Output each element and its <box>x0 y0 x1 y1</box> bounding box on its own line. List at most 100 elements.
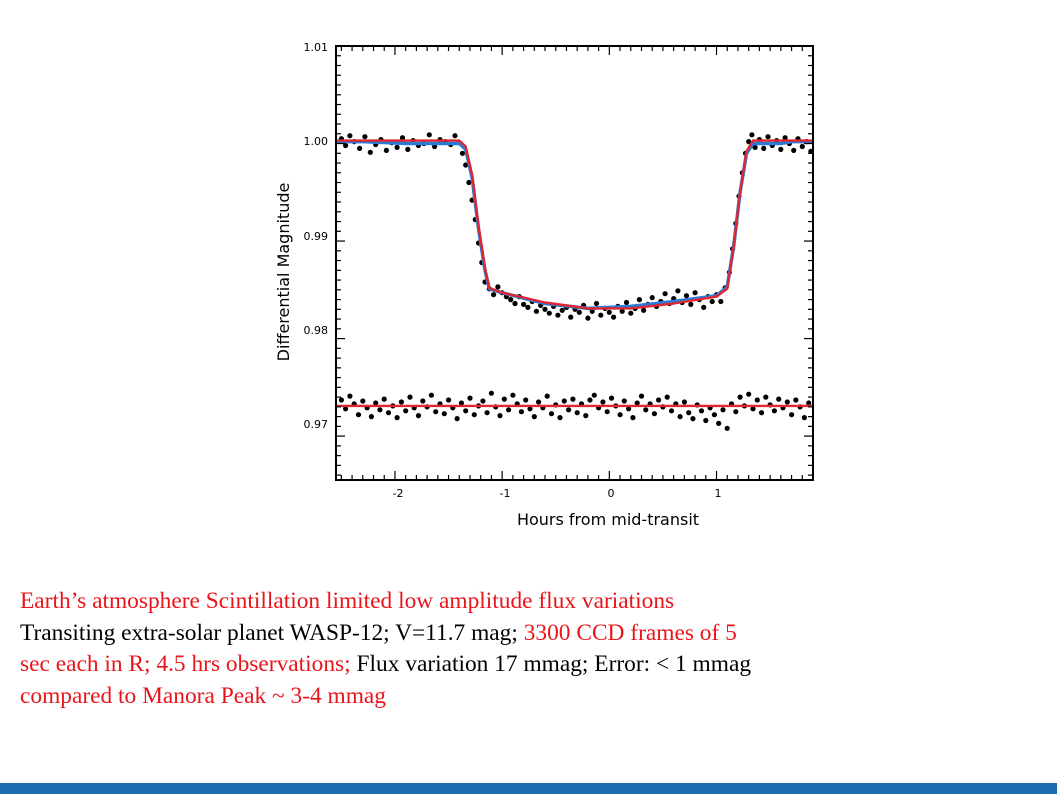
data-point <box>548 411 555 417</box>
data-point <box>488 390 494 396</box>
light-curve-chart: -2 -1 0 1 1.01 1.00 0.99 0.98 0.97 Hours… <box>274 41 814 529</box>
data-point <box>737 394 743 400</box>
data-point <box>675 288 681 294</box>
data-point <box>600 399 606 405</box>
data-point <box>561 398 567 404</box>
data-point <box>698 408 705 414</box>
data-point <box>471 412 477 418</box>
x-tick-label: 1 <box>715 487 722 500</box>
y-tick-labels: 1.01 1.00 0.99 0.98 0.97 <box>304 41 329 431</box>
data-point <box>662 291 668 297</box>
footer-bar <box>0 783 1057 794</box>
caption-line-2: Transiting extra-solar planet WASP-12; V… <box>20 618 1040 650</box>
data-point <box>750 406 756 412</box>
x-tick-label: 0 <box>608 487 615 500</box>
data-point <box>523 397 529 403</box>
data-point <box>433 409 439 415</box>
data-point <box>765 134 771 140</box>
data-point <box>407 394 413 400</box>
data-point <box>506 407 512 413</box>
data-point <box>782 135 788 141</box>
data-point <box>466 179 472 186</box>
data-point <box>555 312 561 318</box>
data-point <box>381 396 387 402</box>
caption-red-text: 3300 CCD frames of 5 <box>523 619 737 646</box>
data-point <box>536 399 542 405</box>
data-point <box>749 132 755 138</box>
data-point <box>367 149 373 155</box>
data-point <box>636 297 643 303</box>
data-point <box>533 308 540 314</box>
data-point <box>383 147 389 153</box>
data-point <box>385 410 392 416</box>
data-point <box>778 146 784 152</box>
data-point <box>570 396 576 402</box>
data-point <box>703 417 709 424</box>
data-point <box>718 298 724 305</box>
data-point <box>733 409 739 415</box>
data-point <box>343 406 349 412</box>
data-point <box>746 391 752 397</box>
data-point <box>497 413 503 419</box>
data-point <box>799 143 805 150</box>
data-point <box>763 394 769 400</box>
y-axis-title: Differential Magnitude <box>274 183 293 362</box>
data-point <box>338 397 344 403</box>
data-point <box>394 144 400 150</box>
data-point <box>546 310 552 316</box>
data-point <box>508 297 514 303</box>
data-point <box>630 415 636 421</box>
data-point <box>754 397 760 403</box>
data-point <box>701 304 707 310</box>
data-point <box>484 410 490 416</box>
data-point <box>758 410 765 416</box>
data-point <box>791 147 797 153</box>
data-point <box>784 399 790 405</box>
axis-ticks <box>336 45 813 480</box>
caption-red-text: compared to Manora Peak ~ 3-4 mmag <box>20 682 387 709</box>
data-point <box>377 407 383 413</box>
data-point <box>591 392 597 398</box>
data-point <box>623 299 630 306</box>
model-line <box>336 139 813 310</box>
data-point <box>568 314 574 320</box>
data-point <box>806 400 812 406</box>
data-point <box>426 132 432 138</box>
data-point <box>611 314 617 320</box>
data-point <box>458 400 464 406</box>
data-point <box>638 393 645 399</box>
data-point <box>789 412 795 418</box>
data-point <box>360 398 366 404</box>
data-point <box>690 416 696 422</box>
data-point <box>746 139 752 145</box>
caption-line-4: compared to Manora Peak ~ 3-4 mmag <box>20 681 1040 713</box>
data-point <box>452 133 458 139</box>
data-point <box>373 400 379 406</box>
caption-black-text: Transiting extra-solar planet WASP-12; V… <box>20 619 524 646</box>
data-point <box>343 142 349 149</box>
data-point <box>724 425 730 431</box>
data-point <box>583 413 589 419</box>
data-point <box>641 307 647 313</box>
data-point <box>761 145 767 151</box>
data-point <box>357 145 363 151</box>
data-point <box>428 392 434 398</box>
plot-frame <box>335 45 814 481</box>
data-point <box>604 409 610 415</box>
data-point <box>527 406 533 412</box>
x-tick-labels: -2 -1 0 1 <box>393 487 722 500</box>
data-point <box>512 300 518 307</box>
data-point <box>566 407 572 413</box>
x-tick-label: -1 <box>500 487 511 500</box>
data-point <box>621 398 627 404</box>
data-point <box>491 292 497 298</box>
data-point <box>574 410 580 416</box>
data-point <box>606 309 612 315</box>
data-point <box>531 414 537 420</box>
model-line <box>336 139 813 311</box>
data-point <box>403 408 409 414</box>
data-point <box>651 411 658 417</box>
data-point <box>405 146 411 152</box>
data-point <box>716 420 722 426</box>
data-point <box>720 407 726 413</box>
